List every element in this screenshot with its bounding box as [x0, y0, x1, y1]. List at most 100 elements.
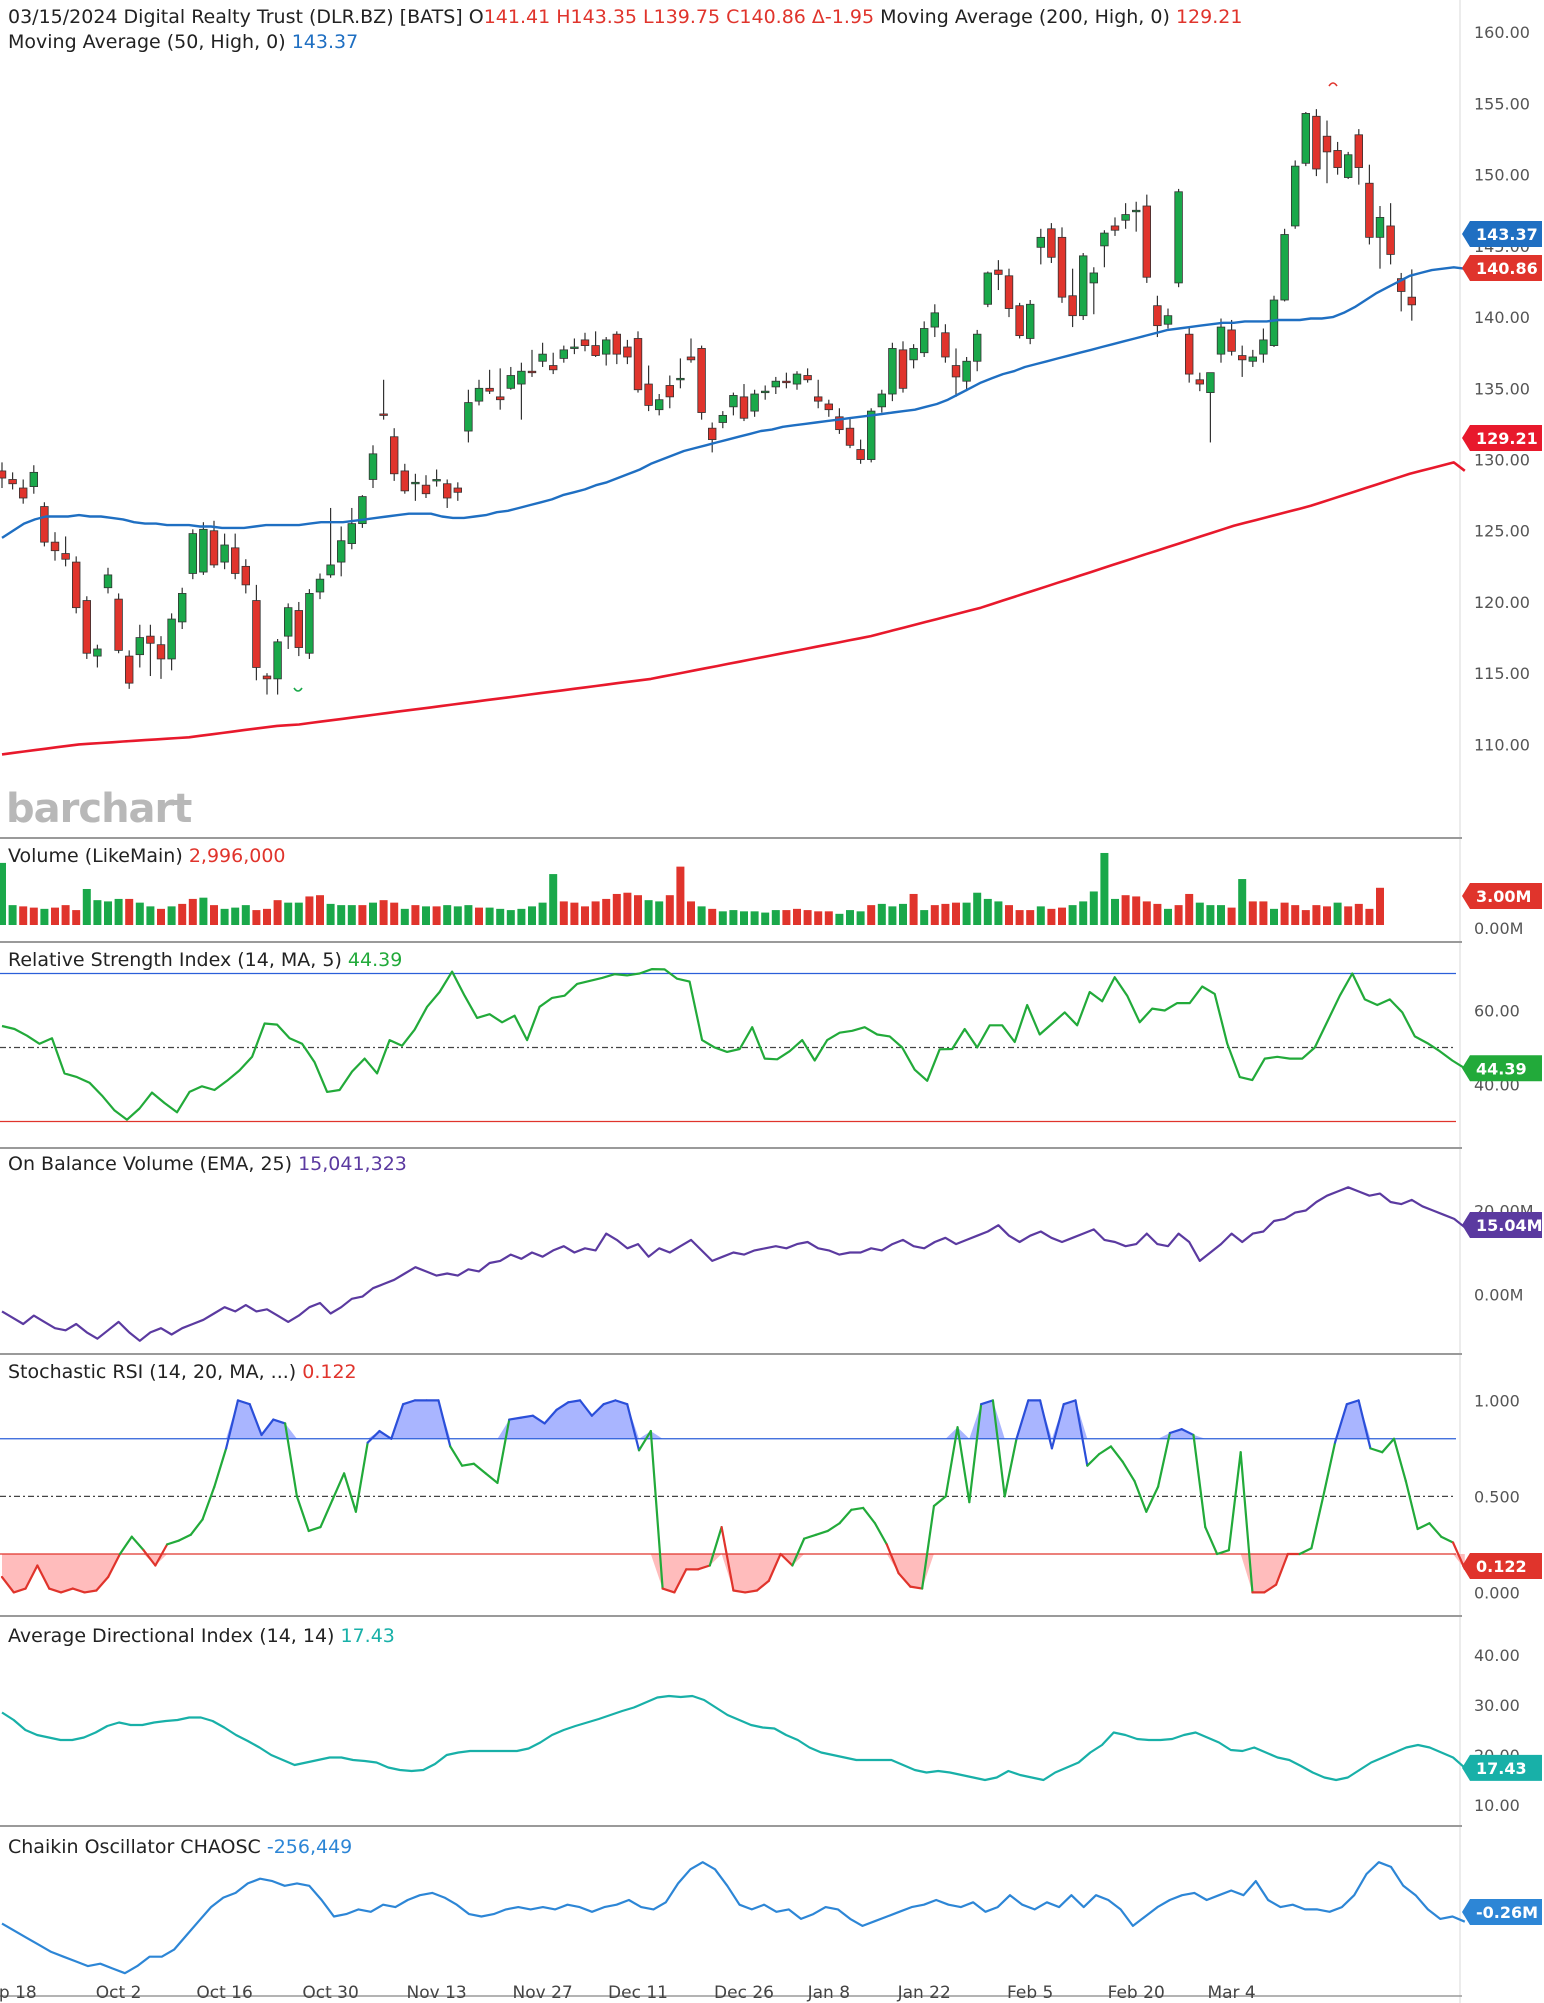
stoch-segment-4 [36, 1564, 51, 1590]
candle-body-29 [305, 593, 314, 654]
stoch-segment-82 [956, 1426, 971, 1504]
obv-last-tag-text: 15.04M [1476, 1216, 1543, 1235]
volume-bar-73 [771, 910, 780, 925]
volume-bar-89 [941, 903, 950, 925]
volume-bar-103 [1089, 891, 1098, 925]
stoch-segment-15 [166, 1539, 181, 1546]
stoch-segment-96 [1121, 1460, 1136, 1483]
volume-bar-0 [0, 862, 6, 925]
obv-title: On Balance Volume (EMA, 25) 15,041,323 [8, 1153, 407, 1175]
stoch-segment-20 [225, 1399, 240, 1450]
candle-body-97 [1026, 303, 1035, 339]
volume-bar-127 [1344, 906, 1353, 925]
candle-body-19 [199, 528, 208, 573]
volume-bar-36 [379, 900, 388, 925]
candle-body-129 [1365, 182, 1374, 238]
candle-body-3 [29, 471, 38, 487]
volume-last-tag: 3.00M [1462, 883, 1542, 909]
stoch-segment-106 [1239, 1451, 1254, 1594]
stoch-segment-102 [1192, 1433, 1207, 1529]
x-axis-label-6: Dec 11 [608, 1983, 668, 2003]
chaikin-last-tag-bg [1462, 1899, 1542, 1925]
price-tick-155: 155.00 [1474, 94, 1530, 113]
stoch-segment-42 [484, 1472, 499, 1485]
stoch-segment-116 [1357, 1399, 1372, 1450]
stoch-segment-92 [1074, 1399, 1089, 1467]
stoch-segment-118 [1381, 1437, 1396, 1454]
volume-bar-23 [241, 905, 250, 925]
volume-bar-16 [167, 906, 176, 925]
volume-bar-26 [273, 900, 282, 925]
x-axis-label-7: Dec 26 [714, 1983, 774, 2003]
volume-bar-93 [983, 898, 992, 925]
stoch-segment-53 [614, 1399, 629, 1406]
stoch-segment-99 [1156, 1431, 1171, 1488]
volume-bar-6 [61, 905, 70, 925]
candle-body-94 [994, 269, 1003, 275]
ma200-last-tag: 129.21 [1462, 425, 1542, 451]
candle-body-68 [718, 414, 727, 423]
stoch-segment-28 [319, 1499, 334, 1529]
volume-bar-2 [19, 906, 28, 925]
volume-bar-84 [888, 906, 897, 925]
stoch-segment-38 [437, 1399, 452, 1448]
candle-body-58 [612, 333, 621, 355]
volume-bar-46 [485, 907, 494, 925]
volume-bar-105 [1111, 898, 1119, 925]
adx-last-tag-bg [1462, 1754, 1542, 1781]
candle-body-86 [909, 348, 918, 361]
volume-bar-11 [114, 898, 123, 925]
volume-bar-122 [1291, 905, 1300, 925]
stoch-segment-67 [779, 1552, 794, 1567]
candle-body-53 [559, 349, 568, 359]
candle-body-12 [125, 655, 134, 684]
volume-title-value: 2,996,000 [189, 845, 286, 867]
candle-body-69 [729, 395, 738, 408]
x-axis-label-5: Nov 27 [512, 1983, 572, 2003]
volume-bar-91 [962, 902, 971, 925]
candle-body-49 [517, 370, 526, 385]
volume-bar-78 [824, 911, 833, 925]
volume-title-label: Volume (LikeMain) [8, 845, 189, 867]
stoch-segment-13 [142, 1549, 157, 1567]
adx-title-value: 17.43 [341, 1625, 395, 1647]
candle-body-101 [1068, 295, 1077, 317]
volume-bar-115 [1217, 905, 1225, 925]
candle-body-108 [1142, 205, 1151, 278]
candle-body-71 [750, 393, 759, 412]
volume-bar-102 [1079, 901, 1088, 925]
candle-body-35 [368, 453, 378, 480]
stoch-segment-124 [1451, 1541, 1466, 1571]
candle-body-114 [1206, 372, 1215, 393]
volume-bar-38 [400, 908, 409, 925]
candle-body-75 [792, 373, 802, 385]
candle-body-78 [824, 403, 833, 411]
stoch-segment-19 [213, 1447, 228, 1488]
candle-body-46 [485, 387, 494, 392]
volume-bar-125 [1323, 906, 1331, 925]
chaikin-last-tag-text: -0.26M [1476, 1903, 1538, 1922]
candle-body-133 [1407, 296, 1416, 306]
candle-body-109 [1153, 305, 1162, 327]
volume-bar-119 [1259, 901, 1268, 925]
candle-body-67 [708, 427, 717, 440]
volume-bar-124 [1312, 905, 1321, 925]
candle-body-48 [506, 375, 515, 389]
stoch-segment-49 [567, 1399, 582, 1404]
candle-body-70 [739, 396, 749, 419]
volume-bar-88 [930, 905, 939, 925]
chart-header-line2: Moving Average (50, High, 0) 143.37 [8, 31, 358, 53]
volume-bar-51 [538, 902, 547, 925]
stoch-segment-39 [449, 1445, 464, 1467]
candle-body-38 [400, 470, 409, 492]
rsi-line [1, 968, 1466, 1121]
stoch-rsi-title-label: Stochastic RSI (14, 20, MA, ...) [8, 1361, 302, 1383]
volume-bar-61 [644, 900, 653, 925]
close-last-tag: 140.86 [1462, 255, 1542, 281]
stoch-segment-79 [921, 1504, 936, 1590]
candle-body-59 [623, 346, 632, 358]
stoch-segment-95 [1109, 1445, 1124, 1463]
volume-bar-9 [93, 900, 102, 925]
stoch-segment-94 [1097, 1445, 1112, 1456]
